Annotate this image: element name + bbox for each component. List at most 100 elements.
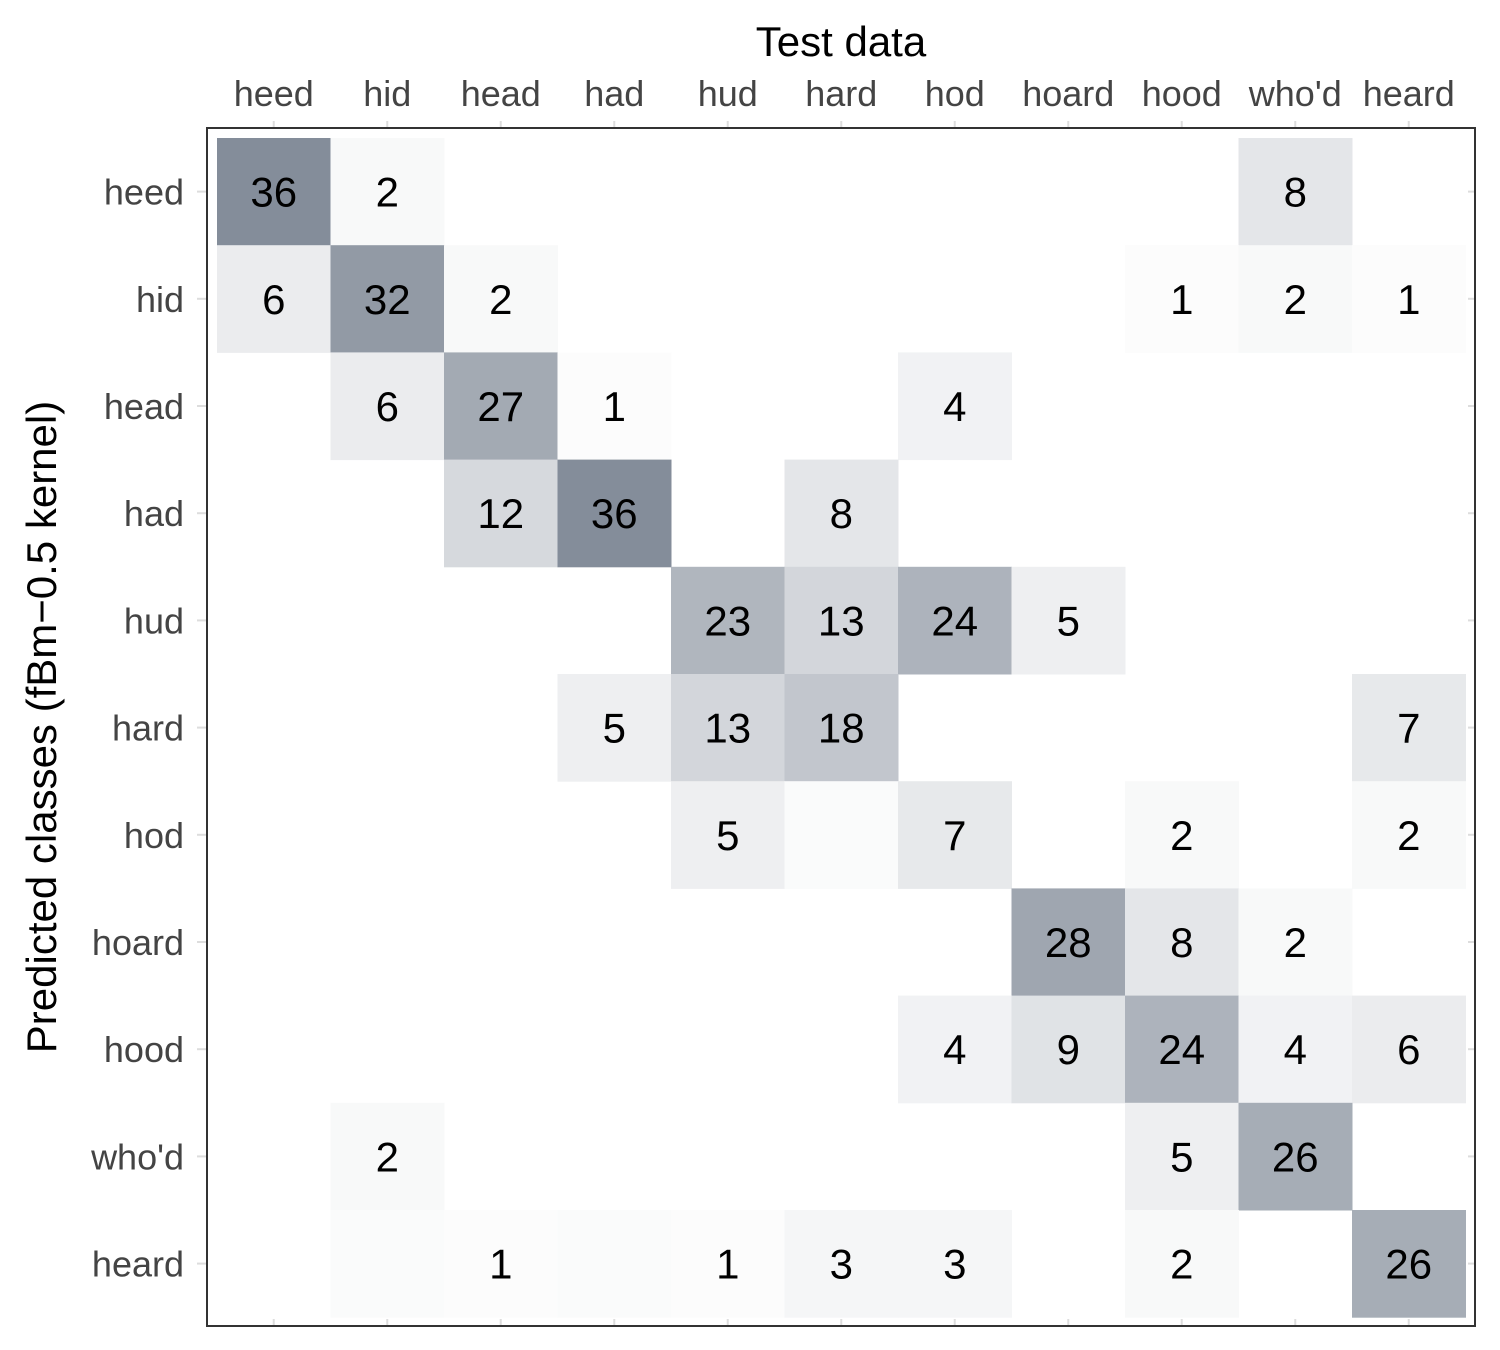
heatmap-cell [671,566,785,675]
y-tick-label: hud [124,600,184,641]
cell-value-label: 2 [376,169,399,216]
cell-value-label: 3 [943,1241,966,1288]
heatmap-cell [1125,1210,1239,1318]
heatmap-cell [330,245,445,353]
heatmap-cell [1352,781,1466,889]
y-tick-label: hod [124,815,184,856]
heatmap-cell [1125,781,1239,889]
x-tick-label: hoard [1022,73,1114,114]
heatmap-cell [444,352,558,461]
heatmap-cell [1352,674,1466,782]
heatmap-cell [1238,138,1353,246]
heatmap-cell [330,352,445,461]
cell-value-label: 26 [1272,1133,1319,1180]
heatmap-cell [217,245,331,353]
y-tick-label: heard [92,1244,184,1285]
heatmap-cell [898,352,1012,461]
heatmap-cell [330,1102,445,1211]
cell-value-label: 13 [704,705,751,752]
y-tick-labels: heed hid head had hud hard hod hoard hood who'd he… [90,172,184,1285]
heatmap-cell [898,1210,1012,1318]
heatmap-cell [557,352,672,461]
axis-ticks [197,121,1475,1326]
cell-value-label: 5 [1057,597,1080,644]
cell-value-label: 1 [716,1241,739,1288]
y-tick-label: head [104,386,184,427]
cell-value-label: 28 [1045,919,1092,966]
heatmap-cell [1125,1102,1239,1211]
heatmap-cell [1352,1210,1466,1318]
heatmap-cell [671,1210,785,1318]
heatmap-cells [217,138,1466,1318]
x-tick-label: hard [805,73,877,114]
cell-value-label: 7 [1397,705,1420,752]
heatmap-cell [1352,245,1466,353]
cell-value-label: 12 [477,490,524,537]
cell-value-label: 24 [1158,1026,1205,1073]
cell-value-label: 32 [364,276,411,323]
heatmap-cell [1125,245,1239,353]
heatmap-cell [898,566,1012,675]
x-tick-label: hud [698,73,758,114]
cell-value-label: 8 [1170,919,1193,966]
heatmap-cell [557,459,672,568]
y-tick-label: hoard [92,922,184,963]
y-tick-label: hid [136,279,184,320]
y-tick-label: had [124,493,184,534]
x-tick-label: had [584,73,644,114]
cell-value-label: 2 [1170,812,1193,859]
heatmap-cell-faint [557,1210,672,1318]
y-tick-label: hood [104,1029,184,1070]
cell-value-label: 4 [1284,1026,1307,1073]
heatmap-cell [671,781,785,889]
heatmap-cell [330,138,445,246]
heatmap-cell [444,459,558,568]
heatmap-cell [1125,995,1239,1104]
cell-value-label: 5 [716,812,739,859]
x-tick-label: head [461,73,541,114]
cell-value-label: 5 [603,705,626,752]
cell-value-label: 36 [591,490,638,537]
cell-value-label: 7 [943,812,966,859]
cell-value-label: 8 [1284,169,1307,216]
cell-value-label: 8 [830,490,853,537]
x-tick-label: heard [1363,73,1455,114]
x-tick-label: heed [234,73,314,114]
heatmap-cell [1238,1102,1353,1211]
x-tick-label: hid [363,73,411,114]
heatmap-cell [1238,245,1353,353]
cell-value-label: 6 [376,383,399,430]
cell-value-label: 13 [818,597,865,644]
cell-value-label: 4 [943,383,966,430]
y-tick-label: who'd [90,1136,184,1177]
heatmap-cell [784,674,899,782]
y-axis-title: Predicted classes (fBm−0.5 kernel) [18,401,65,1053]
cell-value-label: 5 [1170,1133,1193,1180]
heatmap-cell [784,566,899,675]
heatmap-cell [784,1210,899,1318]
cell-value-label: 2 [489,276,512,323]
cell-value-label: 2 [376,1133,399,1180]
heatmap-cell [1238,888,1353,997]
heatmap-cell-faint [330,1210,445,1318]
cell-value-label: 36 [250,169,297,216]
cell-value-label: 1 [489,1241,512,1288]
cell-value-label: 2 [1284,276,1307,323]
heatmap-cell [784,459,899,568]
heatmap-cell [1011,566,1126,675]
y-tick-label: hard [112,708,184,749]
heatmap-cell [898,781,1012,889]
cell-value-label: 1 [603,383,626,430]
heatmap-cell [1011,888,1126,997]
cell-value-label: 2 [1170,1241,1193,1288]
cell-value-label: 9 [1057,1026,1080,1073]
heatmap-cell [1238,995,1353,1104]
cell-value-label: 1 [1397,276,1420,323]
cell-value-label: 2 [1284,919,1307,966]
cell-value-label: 26 [1385,1241,1432,1288]
cell-value-label: 3 [830,1241,853,1288]
cell-value-label: 6 [262,276,285,323]
heatmap-cell [444,1210,558,1318]
x-tick-label: who'd [1248,73,1342,114]
